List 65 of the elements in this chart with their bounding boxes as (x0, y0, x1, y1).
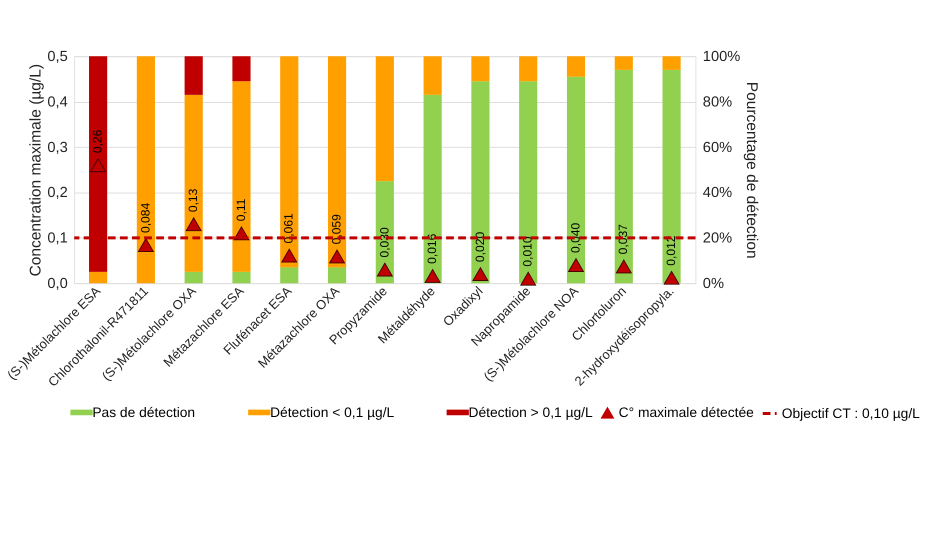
y2-tick-label: 40% (702, 185, 732, 202)
point (664, 270, 680, 285)
bar (566, 76, 586, 284)
legend-label: Objectif CT : 0,10 µg/L (782, 406, 920, 421)
point (520, 272, 536, 286)
data-label: 0,26 (90, 129, 105, 154)
y2-tick-label: 60% (702, 140, 732, 156)
bar (328, 267, 346, 284)
y-tick-label: 0,0 (47, 276, 68, 292)
point (90, 158, 106, 172)
bar (184, 56, 203, 95)
bar (232, 272, 251, 284)
y2-tick-label: 100% (702, 49, 740, 66)
y-tick-label: 0,3 (47, 140, 68, 156)
data-label: 0,061 (282, 212, 296, 244)
y2-tick-label: 20% (702, 230, 732, 247)
bar (424, 56, 442, 95)
point (281, 248, 298, 262)
bar (614, 70, 633, 284)
legend-label: C° maximale détectée (618, 404, 754, 420)
bar (328, 56, 346, 268)
data-label: 0,13 (186, 188, 200, 212)
y-tick-label: 0,1 (47, 230, 68, 247)
bar (614, 56, 633, 70)
bar (424, 94, 442, 284)
y-axis-title: Concentration maximale (µg/L) (27, 64, 44, 276)
bar (184, 272, 203, 284)
y-tick-label: 0,2 (47, 185, 68, 202)
data-label: 0,010 (520, 236, 535, 267)
point (329, 250, 345, 264)
point (186, 217, 202, 232)
bar (280, 56, 298, 268)
point (424, 269, 441, 283)
legend-label: Détection > 0,1 µg/L (468, 404, 594, 420)
point (472, 267, 488, 282)
bar (566, 56, 586, 77)
y-tick-label: 0,5 (47, 49, 68, 66)
bar (471, 56, 490, 82)
bar (662, 56, 681, 70)
bar (662, 70, 681, 284)
point (138, 238, 154, 252)
legend-label: Pas de détection (92, 404, 196, 420)
bar (184, 94, 203, 272)
bar (280, 267, 298, 284)
point (568, 258, 584, 272)
legend-label: Détection < 0,1 µg/L (270, 404, 395, 420)
y2-tick-label: 80% (702, 94, 732, 110)
point (616, 260, 632, 274)
bar (519, 56, 538, 82)
bar (232, 56, 251, 82)
data-label: 0,020 (472, 232, 487, 262)
y2-axis-title: Pourcentage de détection (743, 82, 760, 259)
bar (376, 56, 394, 182)
bar (232, 81, 251, 272)
y2-tick-label: 0% (702, 276, 724, 292)
data-label: 0,084 (138, 202, 152, 234)
bar (89, 272, 108, 284)
bar (519, 81, 538, 284)
bar (136, 56, 155, 284)
bar (471, 81, 490, 284)
data-label: 0,037 (616, 224, 630, 254)
data-label: 0,11 (234, 198, 248, 222)
point (376, 262, 393, 277)
data-label: 0,059 (330, 214, 344, 244)
y-tick-label: 0,4 (47, 94, 68, 110)
